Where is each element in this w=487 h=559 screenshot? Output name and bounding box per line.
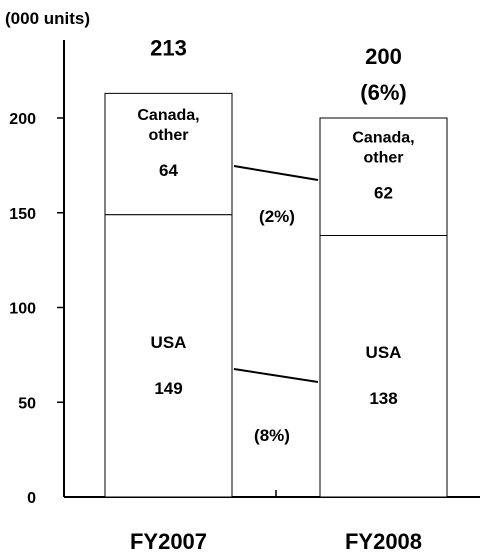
bar-segment-usa (104, 214, 233, 498)
total-change-label: (6%) (360, 80, 406, 105)
x-category-label: FY2007 (130, 529, 207, 554)
canada-segment-name-line1: Canada, (137, 107, 199, 124)
canada-segment-name-line2: other (364, 150, 404, 167)
bar-segment-canada-other (319, 117, 448, 236)
bar-total-label: 200 (365, 44, 402, 69)
unit-label: (000 units) (5, 9, 90, 28)
canada-segment-value: 64 (159, 161, 178, 180)
bar-segment-canada-other (104, 92, 233, 216)
y-tick-label: 0 (27, 490, 36, 507)
y-tick-label: 100 (9, 301, 36, 318)
canada-change-connector (233, 165, 319, 181)
usa-segment-name: USA (366, 343, 402, 362)
usa-segment-name: USA (151, 333, 187, 352)
usa-segment-value: 149 (154, 379, 182, 398)
bar-total-label: 213 (150, 35, 187, 60)
y-tick-label: 50 (18, 395, 36, 412)
canada-segment-value: 62 (374, 184, 393, 203)
canada-change-label: (2%) (259, 207, 295, 226)
y-tick-label: 200 (9, 111, 36, 128)
x-category-label: FY2008 (345, 529, 422, 554)
usa-change-connector (233, 368, 319, 383)
y-tick-label: 150 (9, 206, 36, 223)
bar-segment-usa (319, 234, 448, 498)
canada-segment-name-line2: other (149, 127, 189, 144)
usa-segment-value: 138 (369, 389, 397, 408)
usa-change-label: (8%) (254, 426, 290, 445)
canada-segment-name-line1: Canada, (352, 130, 414, 147)
